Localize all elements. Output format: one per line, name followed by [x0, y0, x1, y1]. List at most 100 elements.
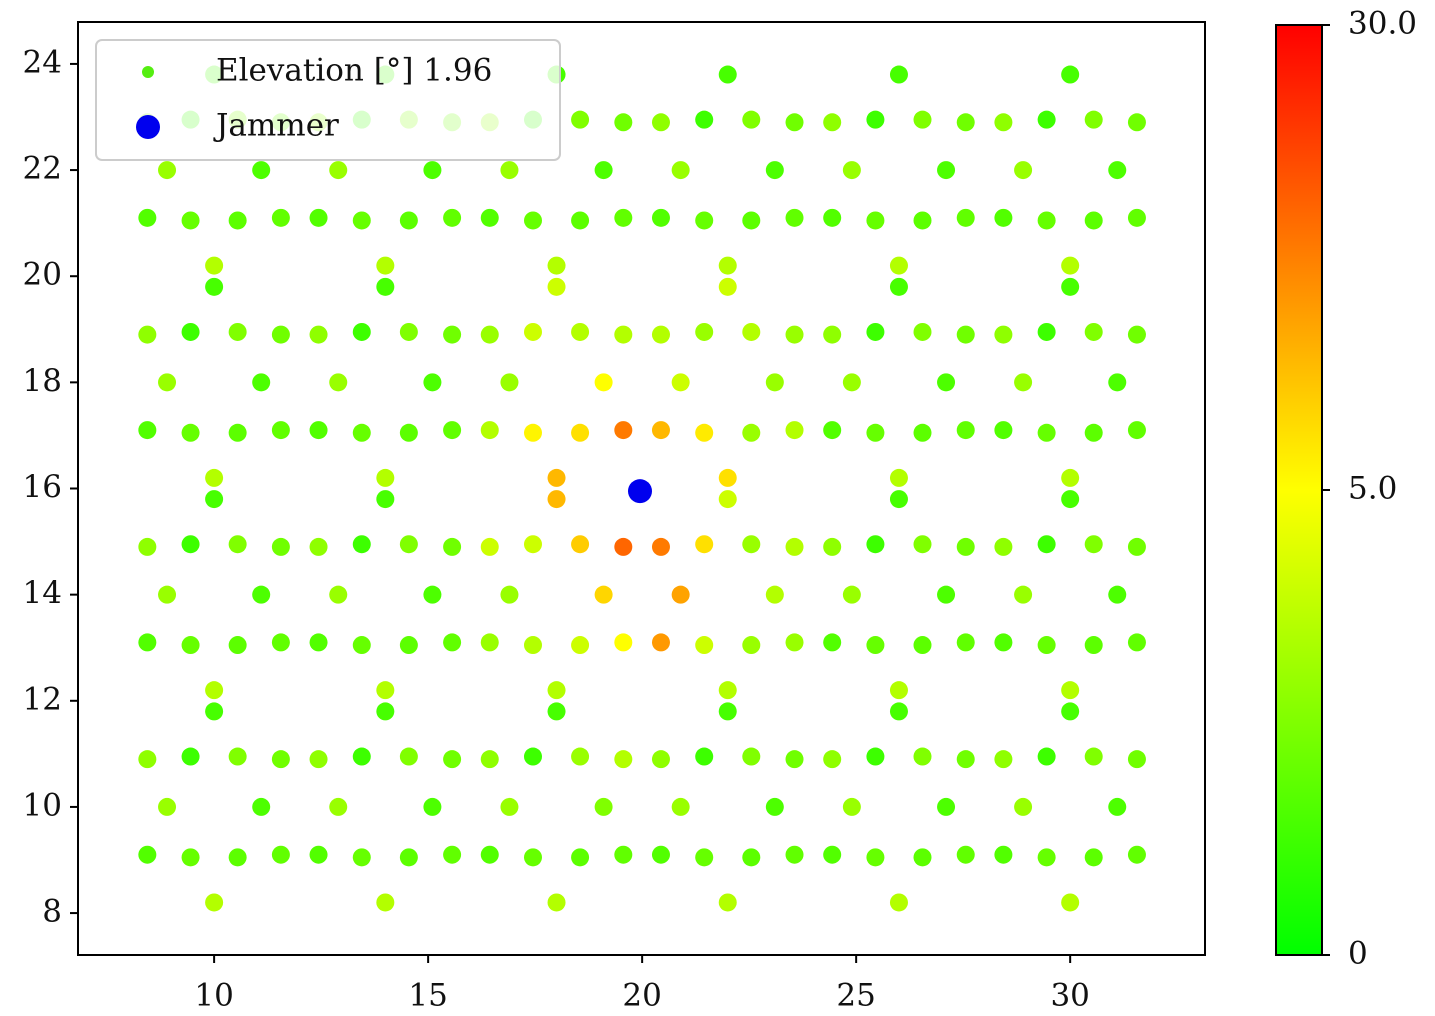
point — [956, 633, 975, 652]
point — [742, 747, 761, 766]
point — [614, 750, 633, 769]
point — [823, 633, 842, 652]
point — [785, 633, 804, 652]
point — [614, 845, 633, 864]
point — [594, 797, 613, 816]
point — [695, 423, 714, 442]
point — [309, 537, 328, 556]
point — [671, 797, 690, 816]
point — [205, 256, 224, 275]
point — [181, 423, 200, 442]
point — [500, 373, 519, 392]
point — [866, 848, 885, 867]
colorbar-tick-label: 5.0 — [1348, 471, 1397, 507]
point — [228, 535, 247, 554]
point — [765, 161, 784, 180]
point — [994, 845, 1013, 864]
point — [500, 585, 519, 604]
point — [718, 277, 737, 296]
point — [571, 636, 590, 655]
point — [329, 373, 348, 392]
point — [252, 797, 271, 816]
point — [399, 848, 418, 867]
point — [1127, 113, 1146, 132]
point — [329, 161, 348, 180]
legend-label: Elevation [°] 1.96 — [216, 53, 492, 89]
point — [913, 322, 932, 341]
point — [138, 845, 157, 864]
y-tick-label: 24 — [23, 44, 62, 80]
point — [181, 636, 200, 655]
point — [376, 702, 395, 721]
point — [228, 747, 247, 766]
point — [866, 110, 885, 129]
point — [271, 421, 290, 440]
point — [695, 636, 714, 655]
legend-swatch — [142, 66, 154, 78]
point — [842, 373, 861, 392]
point — [399, 747, 418, 766]
point — [1061, 277, 1080, 296]
point — [785, 325, 804, 344]
point — [1127, 537, 1146, 556]
point — [1037, 535, 1056, 554]
point — [480, 537, 499, 556]
point — [228, 423, 247, 442]
point — [423, 161, 442, 180]
point — [547, 256, 566, 275]
point — [671, 161, 690, 180]
colorbar — [1275, 24, 1323, 956]
point — [994, 421, 1013, 440]
point — [547, 490, 566, 509]
point — [547, 468, 566, 487]
point — [158, 373, 177, 392]
x-tick-label: 30 — [1050, 978, 1089, 1014]
point — [547, 277, 566, 296]
point — [742, 211, 761, 230]
point — [1127, 633, 1146, 652]
point — [138, 633, 157, 652]
point — [742, 636, 761, 655]
colorbar-tick-label: 0 — [1348, 936, 1368, 972]
point — [1127, 750, 1146, 769]
point — [205, 681, 224, 700]
point — [785, 113, 804, 132]
point — [866, 423, 885, 442]
point — [352, 423, 371, 442]
point — [671, 585, 690, 604]
point — [138, 750, 157, 769]
point — [1127, 845, 1146, 864]
point — [842, 585, 861, 604]
point — [994, 113, 1013, 132]
point — [158, 797, 177, 816]
point — [1108, 797, 1127, 816]
point — [329, 797, 348, 816]
point — [1037, 110, 1056, 129]
y-tick-label: 8 — [42, 894, 62, 930]
point — [480, 845, 499, 864]
point — [889, 277, 908, 296]
point — [205, 277, 224, 296]
legend-label: Jammer — [213, 108, 339, 144]
point — [181, 211, 200, 230]
point — [889, 681, 908, 700]
point — [1014, 161, 1033, 180]
point — [181, 747, 200, 766]
point — [399, 211, 418, 230]
point — [443, 633, 462, 652]
point — [695, 535, 714, 554]
point — [271, 208, 290, 227]
point — [742, 110, 761, 129]
point — [443, 750, 462, 769]
x-tick-label: 15 — [408, 978, 447, 1014]
point — [1084, 747, 1103, 766]
point — [1037, 322, 1056, 341]
point — [138, 421, 157, 440]
point — [718, 681, 737, 700]
point — [765, 797, 784, 816]
point — [376, 893, 395, 912]
point — [1014, 373, 1033, 392]
point — [994, 750, 1013, 769]
point — [271, 537, 290, 556]
